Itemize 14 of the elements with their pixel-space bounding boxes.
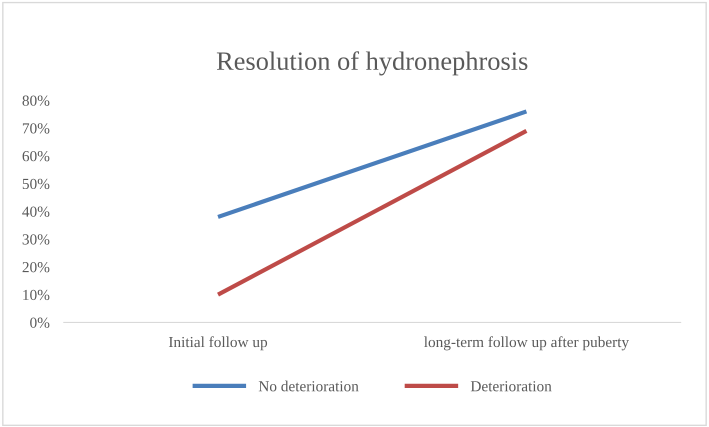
y-tick-label: 20% xyxy=(22,262,50,272)
legend-label: No deterioration xyxy=(258,380,359,392)
legend-label: Deterioration xyxy=(470,381,552,392)
y-tick-label: 0% xyxy=(30,318,50,328)
x-tick-label: Initial follow up xyxy=(168,336,268,350)
y-tick-label: 60% xyxy=(22,150,50,162)
y-tick-label: 30% xyxy=(22,234,50,245)
x-tick-label: long-term follow up after puberty xyxy=(424,336,630,350)
chart-title: Resolution of hydronephrosis xyxy=(216,51,528,76)
y-tick-label: 80% xyxy=(22,95,50,106)
y-tick-label: 70% xyxy=(22,123,50,134)
y-tick-label: 50% xyxy=(22,178,50,190)
y-tick-label: 40% xyxy=(22,206,50,217)
y-tick-label: 10% xyxy=(23,290,50,300)
